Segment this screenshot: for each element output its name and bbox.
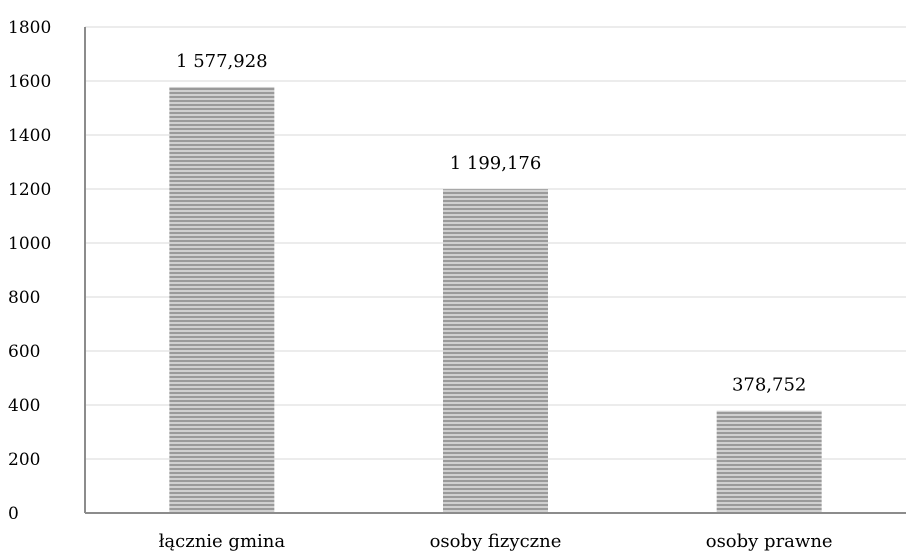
data-labels: 1 577,928 1 199,176 378,752 (176, 51, 806, 396)
y-tick-label: 1600 (8, 72, 51, 92)
y-tick-label: 600 (8, 342, 40, 362)
y-tick-label: 800 (8, 288, 40, 308)
x-category-label: łącznie gmina (159, 531, 286, 552)
bar (443, 189, 548, 513)
bar-value-label: 1 577,928 (176, 51, 268, 72)
bars (169, 86, 822, 513)
y-tick-label: 400 (8, 396, 40, 416)
x-category-label: osoby fizyczne (430, 531, 562, 552)
bar (716, 410, 822, 513)
y-tick-label: 1000 (8, 234, 51, 254)
bar-value-label: 1 199,176 (450, 153, 542, 174)
bar-value-label: 378,752 (732, 375, 806, 396)
y-tick-label: 1400 (8, 126, 51, 146)
x-axis-category-labels: łącznie gmina osoby fizyczne osoby prawne (159, 531, 833, 552)
y-tick-label: 1200 (8, 180, 51, 200)
y-tick-label: 1800 (8, 18, 51, 38)
y-tick-label: 200 (8, 450, 40, 470)
bar (169, 86, 275, 513)
y-tick-label: 0 (8, 504, 19, 524)
y-axis-tick-labels: 0 200 400 600 800 1000 1200 1400 1600 1800 (8, 18, 51, 524)
x-category-label: osoby prawne (706, 531, 833, 552)
